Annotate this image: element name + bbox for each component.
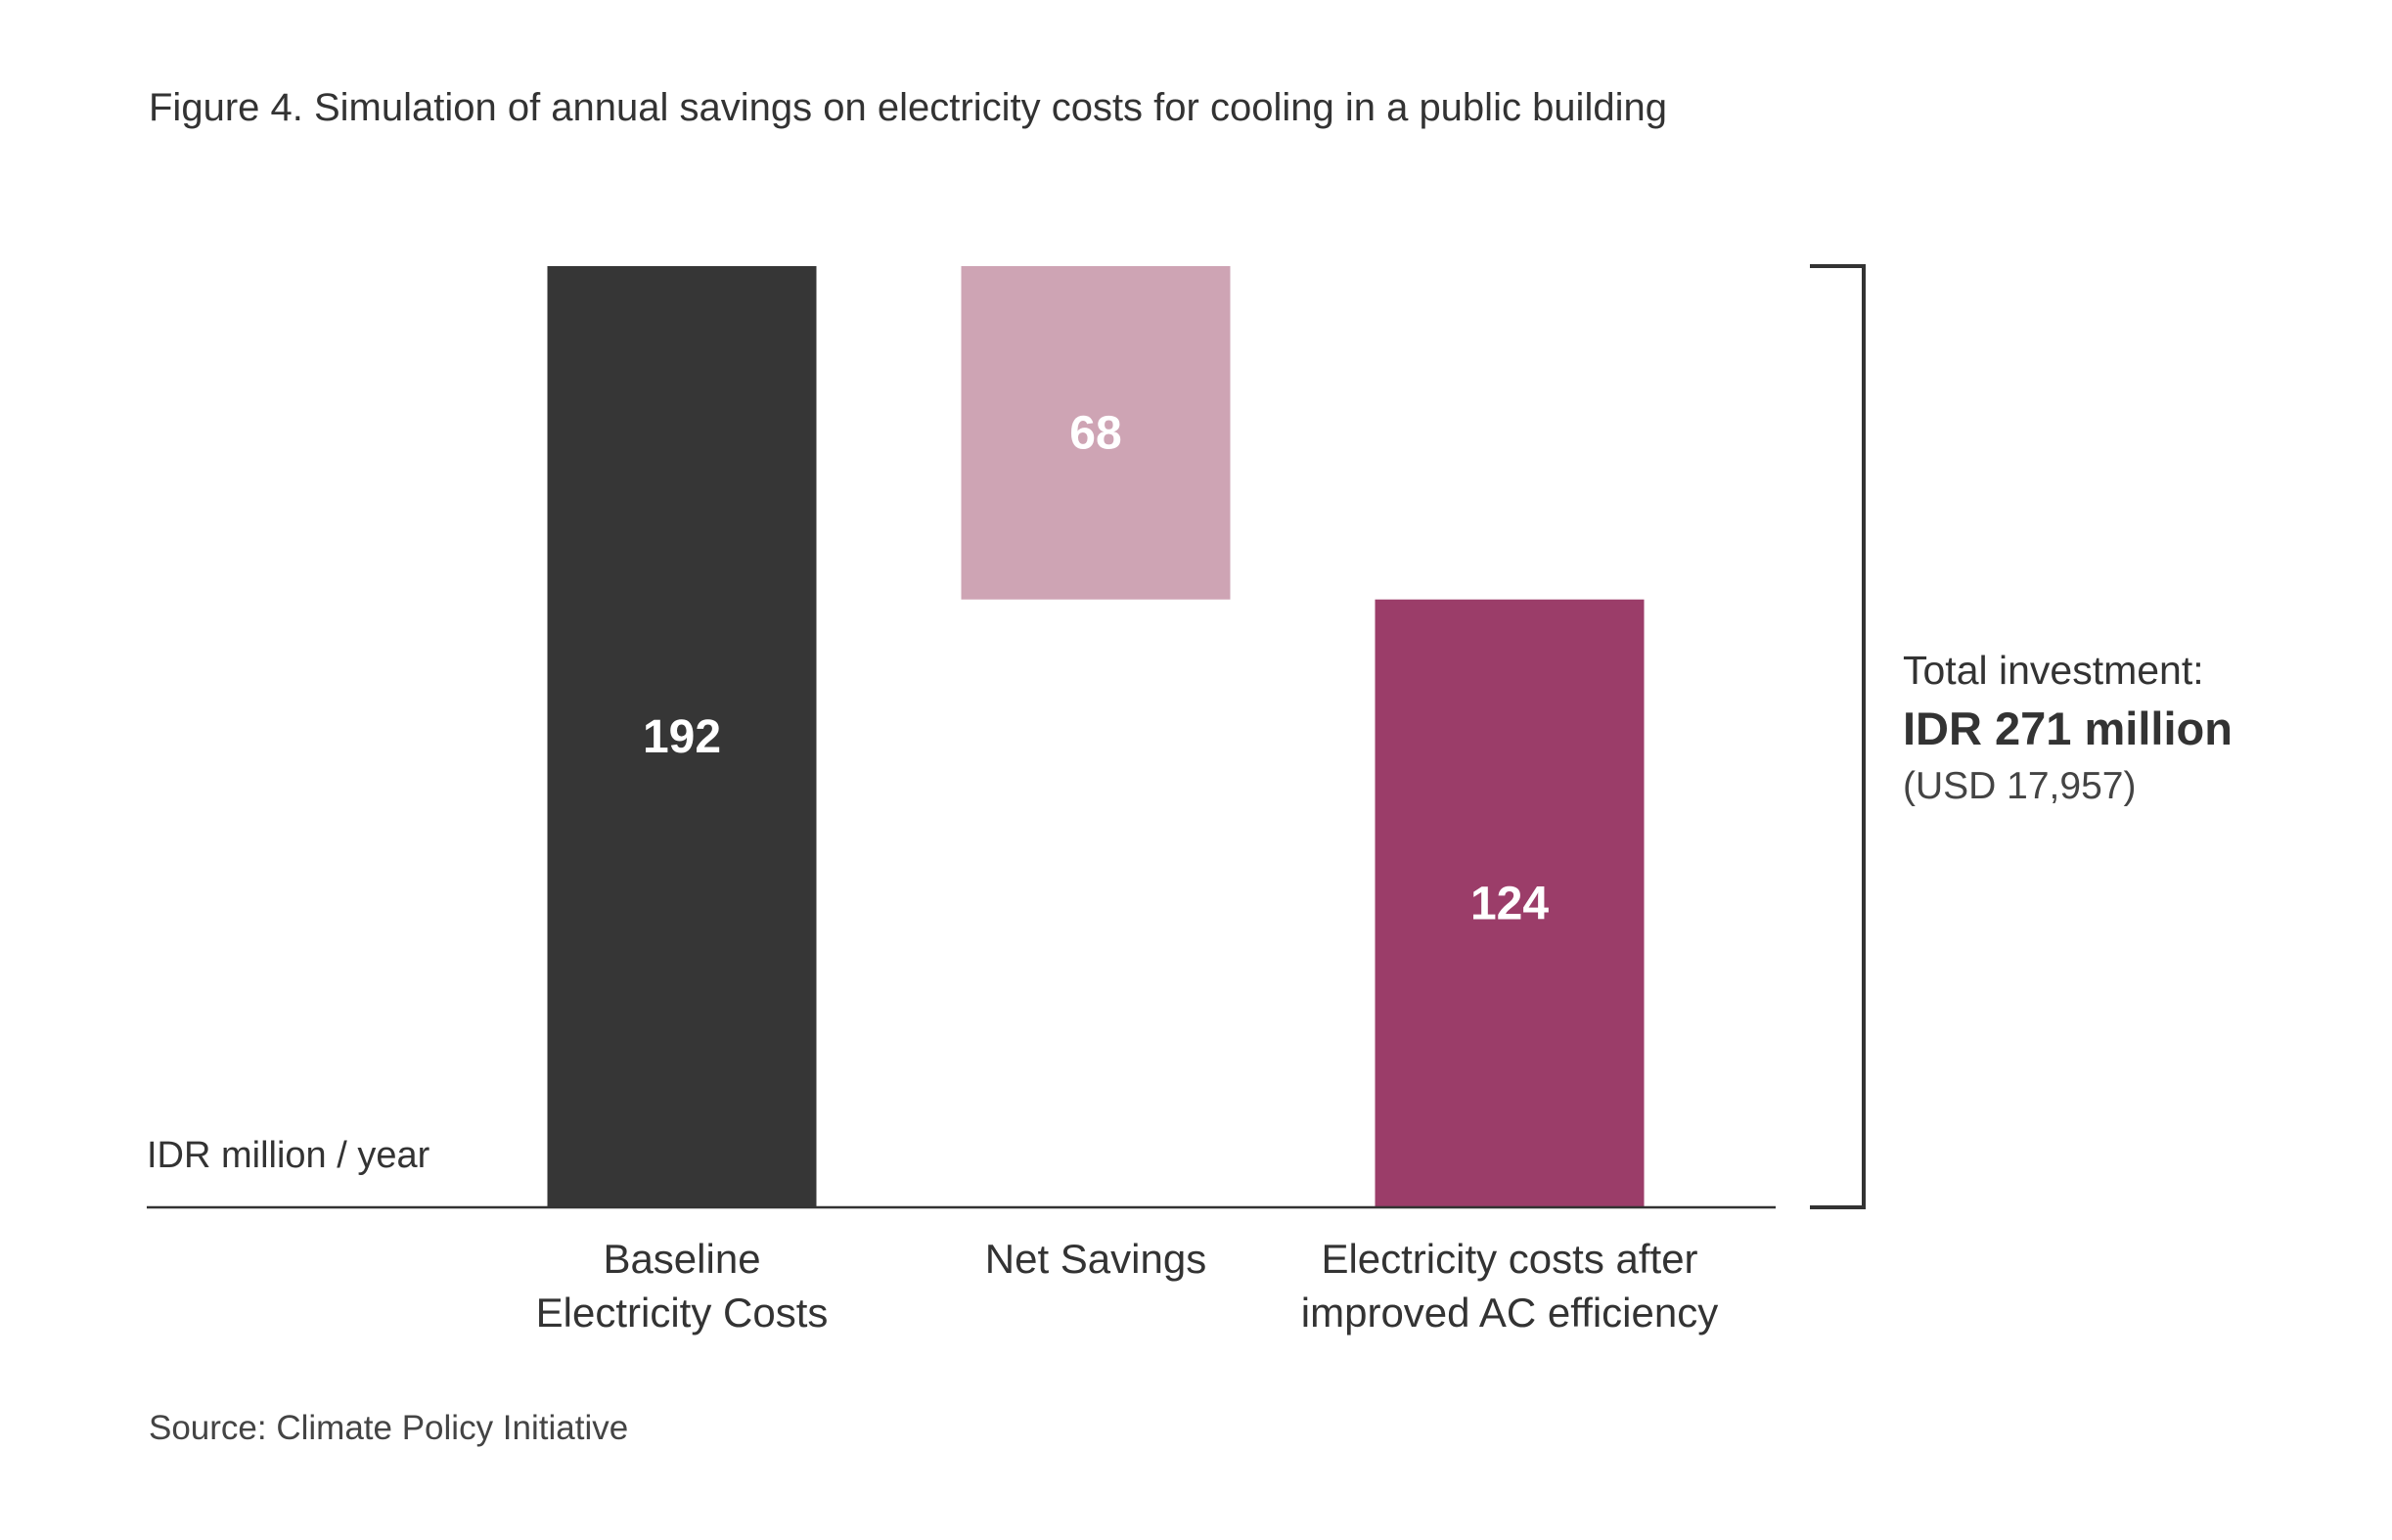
bar-value-label-3: 124: [1470, 878, 1549, 929]
bar-1: [547, 266, 817, 1207]
bar-value-label-1: 192: [643, 711, 721, 763]
investment-bracket: [1810, 264, 1866, 1209]
category-label-3: Electricity costs after improved AC effic…: [1301, 1236, 1718, 1336]
figure-title: Figure 4. Simulation of annual savings o…: [149, 86, 1667, 129]
investment-amount-idr: IDR 271 million: [1903, 702, 2233, 754]
category-label-1: Baseline Electricity Costs: [536, 1236, 829, 1336]
y-unit-label: IDR million / year: [147, 1135, 430, 1176]
category-label-2: Net Savings: [985, 1236, 1206, 1282]
source-note: Source: Climate Policy Initiative: [149, 1409, 629, 1447]
investment-amount-usd: (USD 17,957): [1903, 765, 2137, 807]
bar-3: [1375, 599, 1645, 1207]
bar-value-label-2: 68: [1069, 407, 1121, 459]
investment-annotation: Total investment: IDR 271 million (USD 1…: [1903, 641, 2233, 815]
investment-label: Total investment:: [1903, 648, 2204, 693]
bar-2: [961, 266, 1231, 600]
